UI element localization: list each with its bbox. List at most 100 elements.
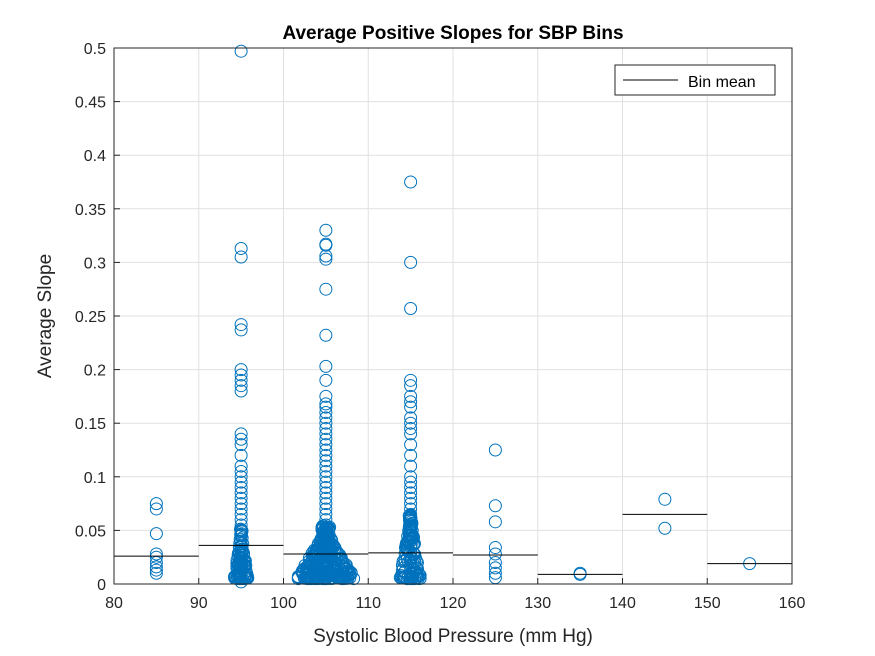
legend: Bin mean xyxy=(614,64,776,96)
data-point xyxy=(234,44,248,58)
data-point xyxy=(319,475,333,489)
data-point xyxy=(404,389,418,403)
data-point xyxy=(149,547,163,561)
data-point xyxy=(404,422,418,436)
data-point xyxy=(406,562,420,576)
data-point xyxy=(319,432,333,446)
data-point xyxy=(319,411,333,425)
data-point xyxy=(404,481,418,495)
data-point xyxy=(234,448,248,462)
data-point xyxy=(319,427,333,441)
data-point xyxy=(319,443,333,457)
x-tick-label: 140 xyxy=(609,595,636,612)
y-tick-label: 0.4 xyxy=(84,148,106,165)
data-point xyxy=(404,486,418,500)
data-point xyxy=(234,363,248,377)
data-point xyxy=(320,529,334,543)
data-point xyxy=(234,373,248,387)
y-tick-label: 0.35 xyxy=(75,202,106,219)
data-point xyxy=(292,570,306,584)
data-point xyxy=(234,323,248,337)
data-point xyxy=(319,459,333,473)
data-point xyxy=(404,448,418,462)
data-point xyxy=(395,564,409,578)
data-point xyxy=(319,464,333,478)
chart-title: Average Positive Slopes for SBP Bins xyxy=(282,23,623,44)
data-point xyxy=(236,548,250,562)
data-point xyxy=(319,359,333,373)
data-point xyxy=(311,568,325,582)
data-point xyxy=(319,252,333,266)
data-point xyxy=(234,546,248,560)
data-point xyxy=(658,521,672,535)
data-point xyxy=(319,249,333,263)
data-point xyxy=(234,518,248,532)
y-tick-label: 0.45 xyxy=(75,95,106,112)
data-point xyxy=(234,250,248,264)
data-point xyxy=(404,438,418,452)
data-point xyxy=(338,567,352,581)
data-point xyxy=(308,558,322,572)
data-point xyxy=(238,554,252,568)
x-tick-label: 100 xyxy=(270,595,297,612)
data-point xyxy=(404,470,418,484)
data-point xyxy=(334,552,348,566)
data-point xyxy=(234,491,248,505)
x-tick-label: 80 xyxy=(105,595,123,612)
data-point xyxy=(319,223,333,237)
data-point xyxy=(239,558,253,572)
y-tick-label: 0.2 xyxy=(84,363,106,380)
data-point xyxy=(404,570,418,584)
x-axis-label: Systolic Blood Pressure (mm Hg) xyxy=(313,626,593,647)
data-point xyxy=(234,459,248,473)
data-point xyxy=(404,255,418,269)
data-point xyxy=(149,497,163,511)
data-point xyxy=(404,427,418,441)
data-point xyxy=(404,411,418,425)
y-tick-label: 0.5 xyxy=(84,41,106,58)
data-point xyxy=(407,554,421,568)
y-tick-label: 0.3 xyxy=(84,255,106,272)
data-point xyxy=(234,475,248,489)
data-point xyxy=(319,373,333,387)
data-point xyxy=(319,470,333,484)
data-point xyxy=(149,563,163,577)
data-point xyxy=(404,475,418,489)
data-point xyxy=(319,481,333,495)
x-tick-label: 160 xyxy=(779,595,806,612)
data-point xyxy=(149,527,163,541)
data-point xyxy=(488,556,502,570)
y-tick-label: 0.25 xyxy=(75,309,106,326)
data-point xyxy=(658,492,672,506)
data-point xyxy=(234,384,248,398)
data-point xyxy=(234,464,248,478)
data-point xyxy=(231,549,245,563)
data-point xyxy=(319,416,333,430)
data-point xyxy=(300,560,314,574)
data-point xyxy=(319,238,333,252)
data-point xyxy=(236,537,250,551)
data-point xyxy=(232,569,246,583)
data-point xyxy=(234,318,248,332)
data-point xyxy=(488,443,502,457)
y-tick-label: 0.05 xyxy=(75,523,106,540)
data-point xyxy=(319,497,333,511)
data-point xyxy=(319,328,333,342)
data-point xyxy=(319,491,333,505)
data-point xyxy=(236,556,250,570)
y-tick-label: 0.1 xyxy=(84,470,106,487)
data-point xyxy=(488,547,502,561)
data-point xyxy=(332,557,346,571)
data-point xyxy=(315,568,329,582)
x-tick-label: 90 xyxy=(190,595,208,612)
data-point xyxy=(234,432,248,446)
data-point xyxy=(319,282,333,296)
data-point xyxy=(399,536,413,550)
data-point xyxy=(319,454,333,468)
data-point xyxy=(404,491,418,505)
data-point xyxy=(398,554,412,568)
data-point xyxy=(319,400,333,414)
data-point xyxy=(488,561,502,575)
data-point xyxy=(488,515,502,529)
